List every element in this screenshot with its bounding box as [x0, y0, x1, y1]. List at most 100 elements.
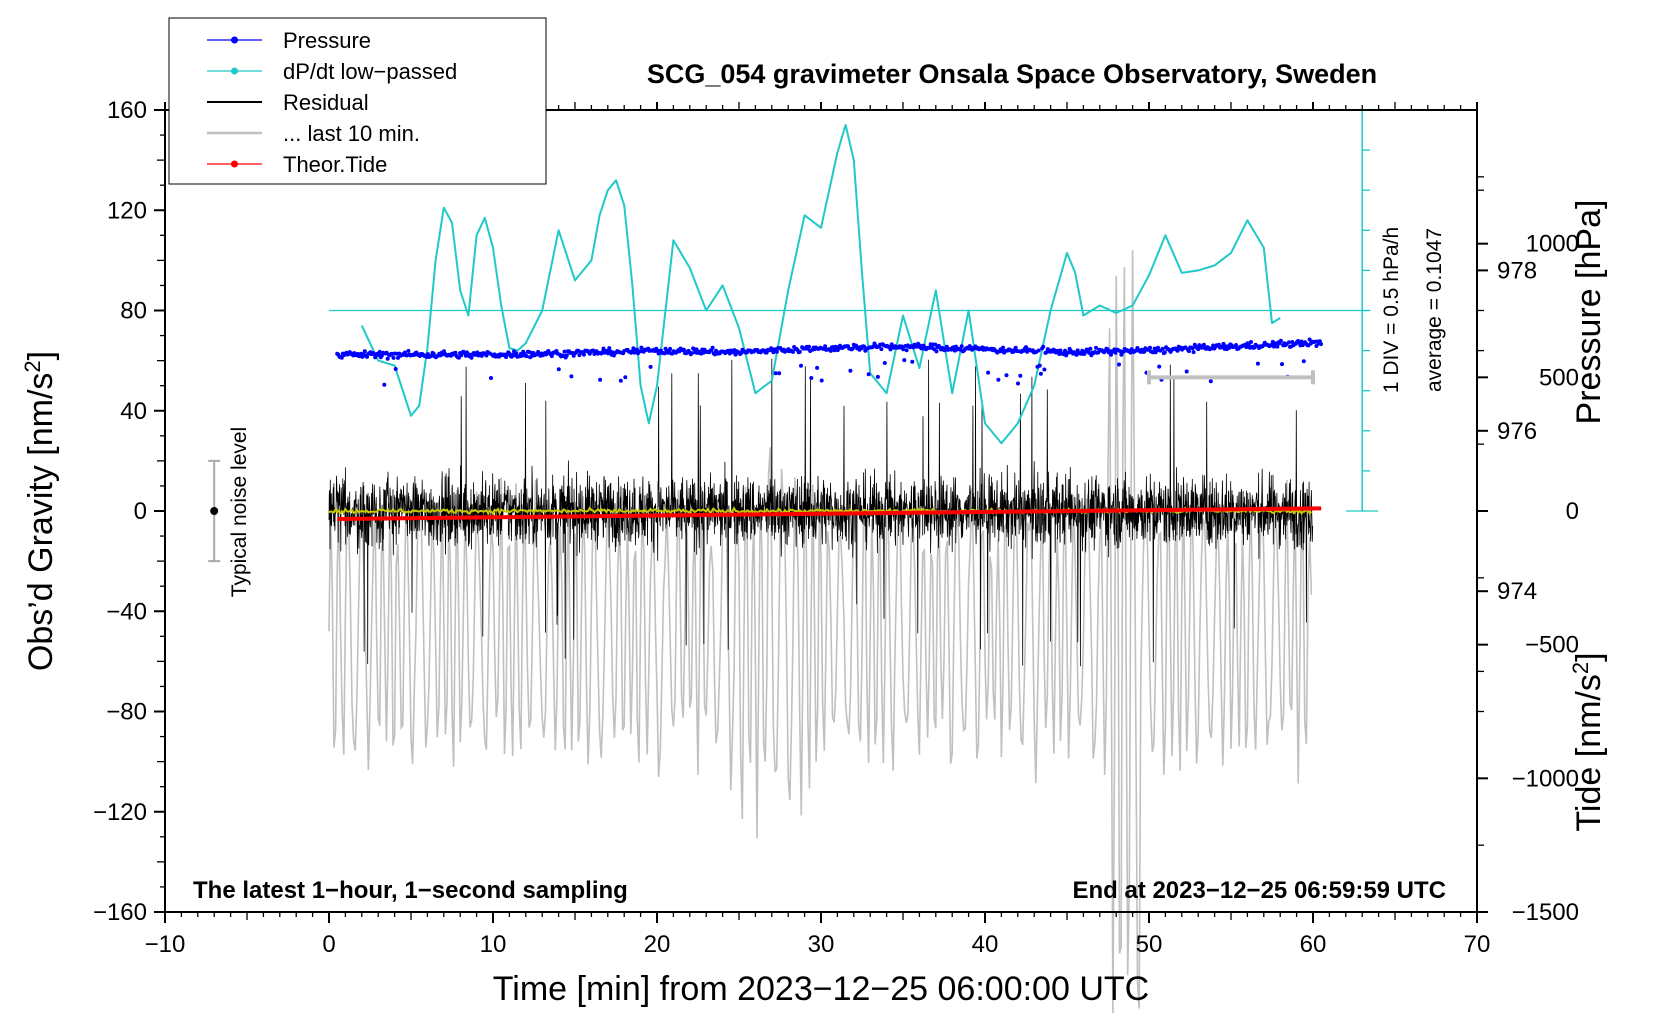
dpdt-scale-label: 1 DIV = 0.5 hPa/h — [1380, 227, 1403, 393]
pressure-point — [453, 350, 458, 355]
y-tick-label: −160 — [93, 899, 147, 926]
pressure-point — [489, 376, 493, 380]
pressure-point — [556, 367, 561, 372]
pressure-point — [391, 355, 396, 360]
pressure-point — [1117, 362, 1121, 367]
x-tick-label: 70 — [1464, 931, 1491, 958]
pressure-point — [773, 371, 778, 376]
pressure-point — [607, 346, 612, 351]
y-tick-label: 120 — [107, 197, 147, 224]
pressure-tick-label: 976 — [1497, 418, 1537, 445]
pressure-point — [807, 344, 811, 349]
pressure-point — [549, 354, 554, 359]
pressure-point — [1249, 340, 1253, 344]
noise-level-label: Typical noise level — [228, 427, 251, 597]
legend-marker-dp-dt-low-passed — [231, 67, 238, 75]
pressure-point — [832, 348, 837, 353]
legend-label-dp-dt-low-passed: dP/dt low−passed — [283, 59, 457, 84]
pressure-point — [1162, 350, 1167, 355]
pressure-point — [819, 378, 824, 383]
end-time-note: End at 2023−12−25 06:59:59 UTC — [1072, 877, 1446, 904]
pressure-point — [933, 342, 938, 347]
pressure-point — [882, 361, 887, 365]
pressure-point — [469, 355, 474, 360]
pressure-point — [1041, 344, 1046, 349]
pressure-point — [648, 364, 653, 369]
noise-bar-center — [210, 507, 219, 515]
pressure-point — [1275, 344, 1280, 349]
legend: Pressure dP/dt low−passed Residual ... last… — [168, 17, 547, 185]
series-layer — [208, 109, 1379, 1014]
legend-label-theor-tide: Theor.Tide — [283, 152, 387, 177]
tide-tick-label: 1000 — [1526, 231, 1579, 258]
pressure-point — [689, 351, 694, 356]
pressure-point — [1187, 349, 1191, 354]
y-tick-label: −80 — [106, 699, 147, 726]
pressure-point — [1299, 339, 1304, 344]
pressure-point — [904, 348, 909, 353]
pressure-point — [1196, 347, 1201, 352]
pressure-point — [1190, 346, 1195, 351]
y-axis-label-main: Obs’d Gravity [nm/s — [22, 373, 60, 672]
pressure-point — [1301, 359, 1306, 364]
pressure-point — [1148, 345, 1152, 350]
pressure-point — [382, 382, 387, 387]
sampling-note: The latest 1−hour, 1−second sampling — [193, 877, 628, 904]
pressure-point — [339, 355, 344, 360]
pressure-point — [1024, 345, 1028, 350]
tide-axis-label-end: ] — [1570, 652, 1608, 661]
pressure-point — [777, 371, 782, 376]
y-tick-label: 80 — [120, 298, 147, 325]
pressure-point — [1157, 364, 1162, 369]
pressure-point — [1038, 371, 1043, 376]
y-tick-label: 160 — [107, 97, 147, 124]
pressure-point — [1278, 338, 1283, 343]
x-tick-label: 60 — [1300, 931, 1327, 958]
y-tick-label: 40 — [120, 398, 147, 425]
pressure-point — [875, 374, 880, 379]
pressure-tick-label: 978 — [1497, 257, 1537, 284]
pressure-point — [514, 351, 519, 356]
tide-axis-label: Tide [nm/s2] — [1568, 652, 1609, 831]
pressure-point — [710, 345, 715, 350]
pressure-tick-label: 974 — [1497, 578, 1537, 605]
y-axis-label-sup: 2 — [20, 360, 45, 372]
tide-tick-label: −1000 — [1512, 765, 1579, 792]
pressure-point — [1094, 345, 1098, 350]
x-tick-label: 0 — [322, 931, 335, 958]
pressure-point — [681, 347, 686, 352]
pressure-point — [910, 359, 915, 364]
pressure-point — [1037, 363, 1042, 368]
x-axis-label: Time [min] from 2023−12−25 06:00:00 UTC — [493, 970, 1149, 1008]
x-tick-label: 20 — [644, 931, 671, 958]
pressure-point — [1201, 342, 1206, 347]
pressure-point — [1088, 346, 1093, 351]
pressure-point — [901, 347, 906, 352]
pressure-point — [598, 377, 603, 382]
pressure-point — [618, 378, 623, 383]
pressure-point — [791, 349, 795, 354]
x-tick-label: 40 — [972, 931, 999, 958]
pressure-point — [1160, 346, 1165, 351]
pressure-point — [1234, 343, 1239, 347]
pressure-point — [1280, 362, 1284, 367]
y-axis-label-end: ] — [22, 351, 60, 360]
pressure-axis-label: Pressure [hPa] — [1570, 200, 1608, 425]
pressure-point — [1142, 349, 1147, 354]
pressure-point — [959, 344, 964, 349]
pressure-point — [377, 349, 382, 354]
pressure-point — [564, 353, 569, 358]
pressure-point — [828, 348, 833, 353]
tide-tick-label: −1500 — [1512, 899, 1579, 926]
legend-marker-pressure — [231, 36, 238, 44]
last-10-min-line — [328, 250, 1313, 1014]
y-tick-label: −40 — [106, 598, 147, 625]
pressure-point — [1018, 373, 1023, 378]
pressure-point — [1109, 352, 1113, 357]
axes-layer: −10 0 10 20 30 40 50 60 70 −160 −120 −80 −40 0 40 80 120… — [93, 97, 1579, 958]
pressure-point — [668, 346, 673, 351]
pressure-point — [996, 377, 1001, 382]
pressure-point — [1191, 350, 1196, 355]
pressure-point — [799, 363, 803, 368]
y-tick-label: −120 — [93, 799, 147, 826]
